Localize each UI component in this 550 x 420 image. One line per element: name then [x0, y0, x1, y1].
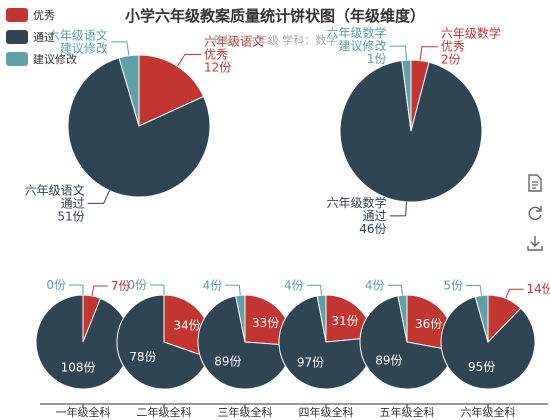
pie-label-3-excellent: 7份: [111, 279, 131, 293]
pie-slice-7-pass: [359, 295, 454, 390]
pie-label-1-pass-line-2: 通过: [61, 196, 85, 210]
pie-label-5-suggest: 4份: [203, 278, 223, 292]
pie-label-7-suggest: 4份: [365, 278, 385, 292]
pie-label-6-suggest: 4份: [284, 278, 304, 292]
pie-slice-1-pass: [67, 57, 211, 198]
pie-leader-7-suggest: [387, 284, 403, 296]
restore-icon[interactable]: [525, 202, 545, 224]
pie-label-6-excellent: 31份: [331, 314, 358, 328]
pie-label-3-pass: 108份: [61, 360, 96, 374]
pie-leader-3-suggest: [69, 284, 84, 295]
x-axis-label-6: 六年级全科: [461, 405, 516, 419]
pie-label-1-pass-line-1: 六年级语文: [25, 182, 85, 197]
x-axis-label-3: 三年级全科: [218, 405, 273, 419]
legend-label-excellent: 优秀: [33, 9, 55, 22]
pie-label-6-pass: 97份: [297, 356, 324, 370]
pie-leader-8-suggest: [466, 285, 483, 296]
toolbox: [525, 172, 545, 262]
pie-label-1-pass-line-3: 51份: [57, 209, 84, 223]
legend-swatch-suggest: [6, 52, 28, 66]
pie-label-1-excellent-line-2: 优秀: [204, 47, 228, 61]
pie-leader-6-suggest: [306, 284, 323, 296]
pie-label-8-pass: 95份: [468, 360, 495, 374]
pie-label-8-suggest: 5份: [444, 279, 464, 293]
legend-item-pass[interactable]: 通过: [6, 26, 77, 48]
pie-leader-1-pass: [87, 190, 110, 204]
pie-leader-2-suggest: [389, 45, 407, 61]
pie-label-4-excellent: 34份: [173, 319, 200, 333]
pie-label-7-excellent: 36份: [415, 317, 442, 331]
pie-label-5-pass: 89份: [214, 354, 241, 368]
pie-label-2-pass-line-3: 46份: [359, 222, 386, 236]
pie-label-1-excellent-line-1: 六年级语文: [204, 33, 264, 48]
x-axis-label-2: 二年级全科: [137, 405, 192, 419]
pie-label-4-suggest: 0份: [127, 278, 147, 292]
pie-slice-8-pass: [440, 296, 536, 390]
data-view-icon[interactable]: [525, 172, 545, 194]
pie-label-2-pass-line-2: 通过: [363, 209, 387, 223]
pie-label-7-pass: 89份: [375, 353, 402, 367]
legend-label-pass: 通过: [33, 31, 55, 44]
x-axis-label-1: 一年级全科: [56, 405, 111, 419]
legend: 优秀 通过 建议修改: [6, 4, 77, 70]
pie-label-2-suggest-line-3: 1份: [367, 52, 387, 66]
pie-leader-1-excellent: [176, 53, 201, 67]
pie-label-4-pass: 78份: [129, 350, 156, 364]
legend-item-suggest[interactable]: 建议修改: [6, 48, 77, 70]
pie-leader-8-excellent: [505, 288, 524, 299]
pie-slice-3-pass: [35, 294, 131, 390]
pie-label-1-suggest-line-1: 六年级语文: [48, 27, 108, 42]
x-axis-label-5: 五年级全科: [380, 405, 435, 419]
pie-label-5-excellent: 33份: [252, 316, 279, 330]
pie-leader-4-suggest: [150, 284, 165, 295]
save-image-icon[interactable]: [525, 232, 545, 254]
pie-label-1-suggest-line-2: 建议修改: [60, 40, 108, 55]
pie-label-1-excellent-line-3: 12份: [204, 60, 231, 74]
pie-leader-1-suggest: [110, 41, 130, 56]
pie-slice-5-pass: [197, 295, 293, 390]
pie-label-2-excellent-line-2: 优秀: [441, 40, 465, 54]
pie-label-2-excellent-line-1: 六年级数学: [441, 26, 501, 41]
pie-slice-4-pass: [116, 294, 210, 390]
pie-leader-3-excellent: [91, 285, 108, 296]
legend-swatch-excellent: [6, 8, 28, 22]
legend-swatch-pass: [6, 30, 28, 44]
pie-slice-2-suggest: [401, 59, 412, 132]
pie-label-2-excellent-line-3: 2份: [441, 53, 461, 67]
pie-label-2-suggest-line-1: 六年级数学: [327, 25, 387, 40]
legend-item-excellent[interactable]: 优秀: [6, 4, 77, 26]
pie-label-3-suggest: 0份: [46, 278, 66, 292]
pie-label-2-pass-line-1: 六年级数学: [327, 195, 387, 210]
pie-leader-2-pass: [389, 201, 407, 217]
pie-label-2-suggest-line-2: 建议修改: [339, 38, 387, 53]
pie-label-8-excellent: 14份: [526, 282, 550, 296]
pie-slice-5-suggest: [235, 294, 246, 343]
x-axis-label-4: 四年级全科: [299, 405, 354, 419]
pie-leader-2-excellent: [419, 46, 438, 61]
legend-label-suggest: 建议修改: [33, 53, 77, 66]
chart-subtitle: 年级：六年级 学科：数学: [212, 34, 338, 47]
pie-leader-5-suggest: [225, 284, 241, 296]
chart-title: 小学六年级教案质量统计饼状图（年级维度）: [124, 7, 425, 25]
